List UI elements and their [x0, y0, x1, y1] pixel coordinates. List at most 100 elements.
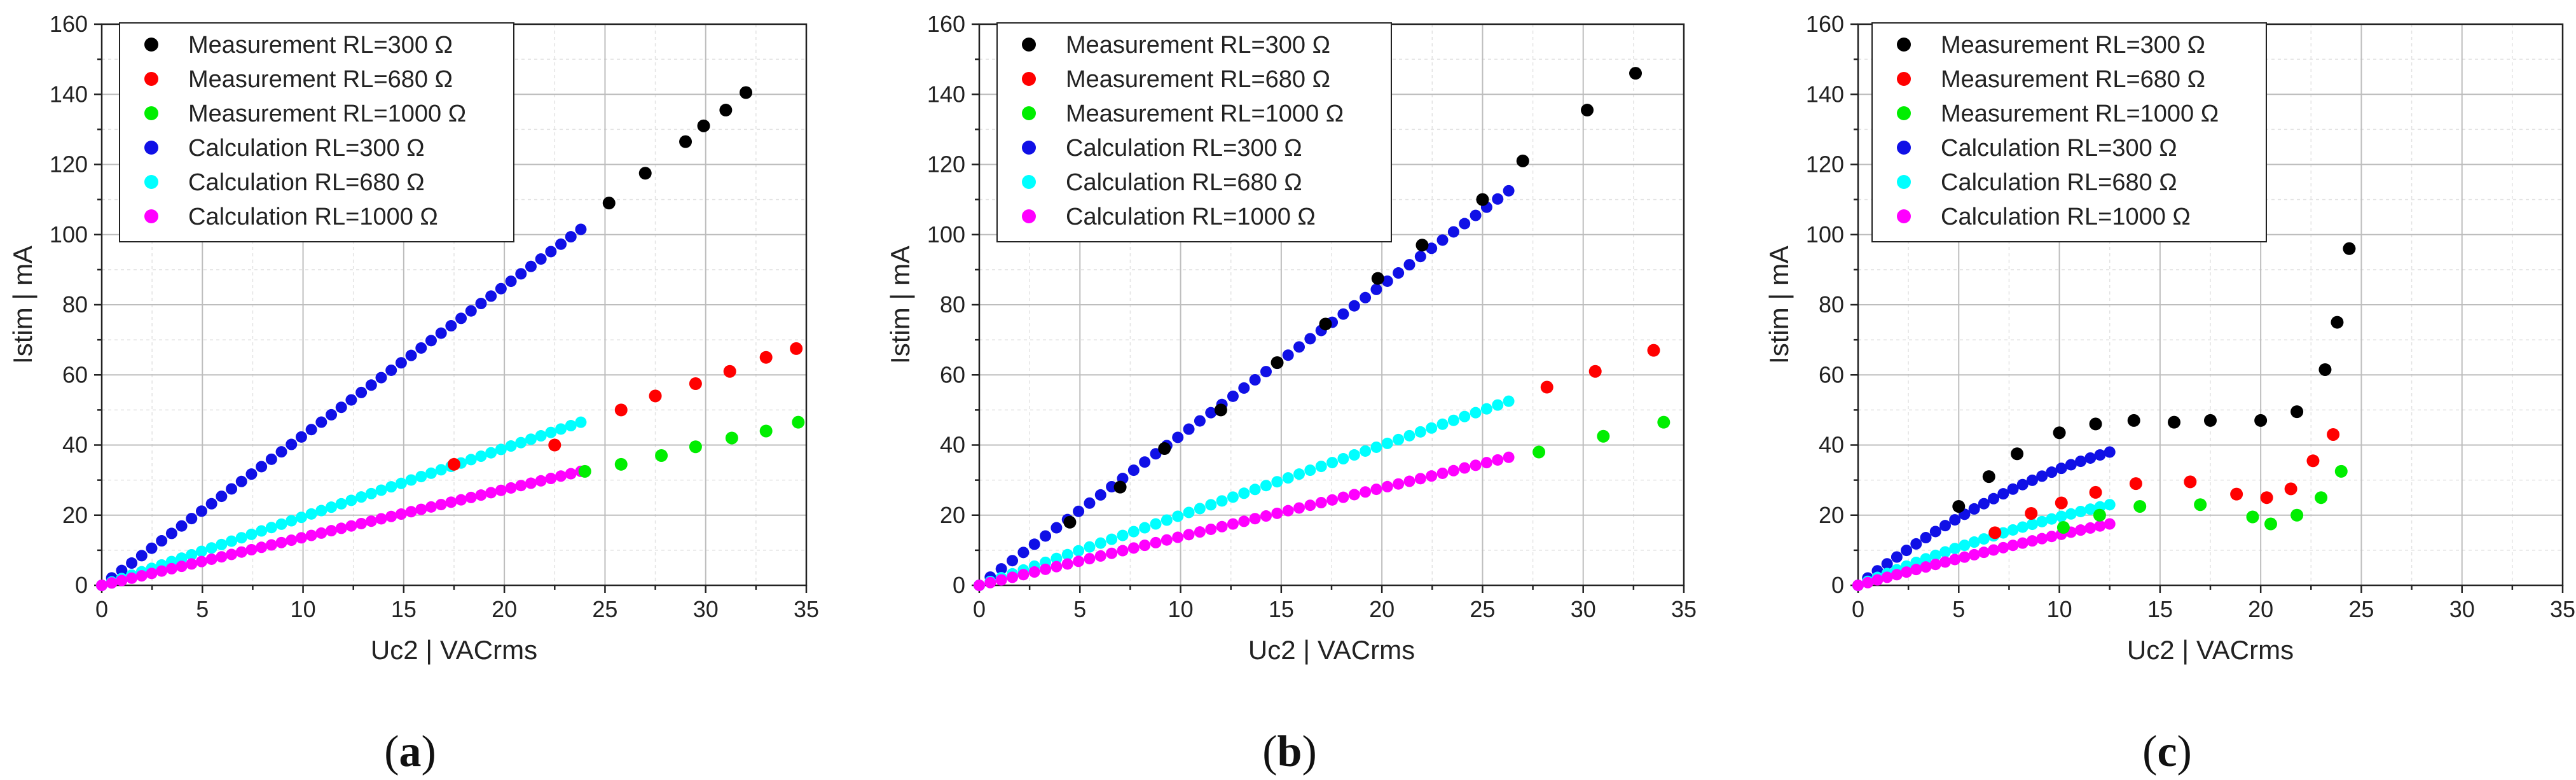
y-tick-label: 80	[62, 291, 88, 317]
data-point	[156, 535, 168, 547]
legend-marker	[1897, 209, 1911, 223]
data-point	[286, 534, 298, 547]
data-point	[295, 532, 307, 544]
data-point	[1084, 541, 1096, 553]
y-tick-label: 140	[927, 81, 965, 107]
data-point	[1007, 555, 1019, 567]
data-point	[485, 290, 497, 302]
x-tick-label: 5	[1952, 596, 1965, 622]
data-point	[1533, 445, 1546, 459]
legend-marker	[1022, 38, 1036, 52]
data-point	[475, 489, 487, 501]
data-point	[2094, 520, 2106, 532]
data-point	[1183, 529, 1195, 541]
data-point	[2011, 447, 2024, 461]
data-point	[1978, 498, 1990, 510]
data-point	[465, 491, 477, 503]
data-point	[1968, 536, 1980, 548]
data-point	[1881, 558, 1893, 570]
series-3	[1533, 415, 1670, 459]
chart-panel-1: 0 5 10 15 20 25 30 35 0 20 40 60 80 100 120 140 160 Uc2 |…	[8, 11, 819, 776]
data-point	[405, 474, 417, 486]
y-tick-label: 20	[940, 502, 965, 528]
legend: Measurement RL=300 Ω Measurement RL=680 Ω…	[119, 22, 514, 242]
data-point	[345, 494, 357, 506]
data-point	[2089, 485, 2102, 499]
data-point	[1597, 429, 1610, 443]
legend-label: Measurement RL=1000 Ω	[1066, 101, 1344, 127]
data-point	[1260, 480, 1272, 492]
data-point	[205, 542, 217, 554]
data-point	[256, 525, 268, 537]
data-point	[575, 416, 587, 428]
data-point	[1260, 366, 1272, 378]
data-point	[315, 416, 327, 428]
data-point	[2204, 414, 2217, 427]
y-tick-label: 100	[927, 221, 965, 247]
data-point	[395, 508, 407, 520]
x-axis-title: Uc2 | VACrms	[2127, 635, 2294, 665]
data-point	[1271, 476, 1283, 488]
data-point	[1337, 453, 1349, 465]
y-tick-label: 60	[1819, 361, 1844, 387]
y-tick-label: 160	[1806, 11, 1844, 37]
data-point	[286, 515, 298, 527]
data-point	[1050, 522, 1063, 534]
data-point	[1194, 415, 1206, 427]
data-point	[405, 349, 417, 361]
x-tick-label: 30	[693, 596, 719, 622]
x-tick-label: 5	[196, 596, 209, 622]
x-tick-label: 10	[291, 596, 316, 622]
data-point	[445, 496, 457, 508]
data-point	[555, 470, 567, 482]
data-point	[2065, 459, 2077, 471]
data-point	[1227, 491, 1239, 503]
x-tick-label: 0	[95, 596, 108, 622]
data-point	[1470, 459, 1482, 471]
data-point	[1205, 499, 1217, 511]
data-point	[375, 484, 387, 496]
data-point	[2055, 463, 2067, 475]
chart-panel-2: 0 5 10 15 20 25 30 35 0 20 40 60 80 100 120 140 160 Uc2 |…	[885, 11, 1697, 776]
data-point	[365, 379, 377, 391]
x-tick-label: 30	[2449, 596, 2475, 622]
series-2	[448, 342, 803, 471]
data-point	[195, 505, 207, 517]
data-point	[614, 403, 628, 417]
data-point	[2075, 524, 2087, 536]
data-point	[2053, 426, 2066, 440]
data-point	[326, 501, 338, 513]
data-point	[1007, 571, 1019, 583]
legend-label: Measurement RL=300 Ω	[1941, 32, 2205, 59]
data-point	[2055, 496, 2068, 510]
legend-label: Measurement RL=300 Ω	[1066, 32, 1330, 59]
data-marks	[96, 86, 805, 591]
data-point	[2046, 466, 2058, 478]
data-point	[2168, 415, 2181, 429]
data-point	[1293, 341, 1305, 353]
data-point	[1304, 333, 1316, 345]
x-tick-label: 25	[2348, 596, 2374, 622]
data-point	[475, 450, 487, 463]
data-point	[1293, 502, 1305, 514]
data-point	[697, 119, 710, 132]
x-axis-title: Uc2 | VACrms	[371, 635, 537, 665]
data-point	[1629, 67, 1643, 80]
data-point	[1172, 431, 1184, 443]
data-point	[638, 167, 652, 180]
data-point	[465, 454, 477, 466]
data-point	[1040, 530, 1052, 542]
data-point	[2025, 506, 2038, 520]
data-point	[2194, 498, 2207, 512]
data-point	[1337, 308, 1349, 320]
data-point	[1476, 193, 1489, 206]
y-tick-label: 100	[1806, 221, 1844, 247]
x-tick-label: 35	[2550, 596, 2575, 622]
data-point	[1282, 505, 1294, 517]
x-tick-label: 15	[1269, 596, 1294, 622]
data-point	[655, 449, 668, 463]
data-point	[1183, 506, 1195, 519]
data-point	[335, 498, 347, 510]
data-point	[525, 260, 537, 272]
